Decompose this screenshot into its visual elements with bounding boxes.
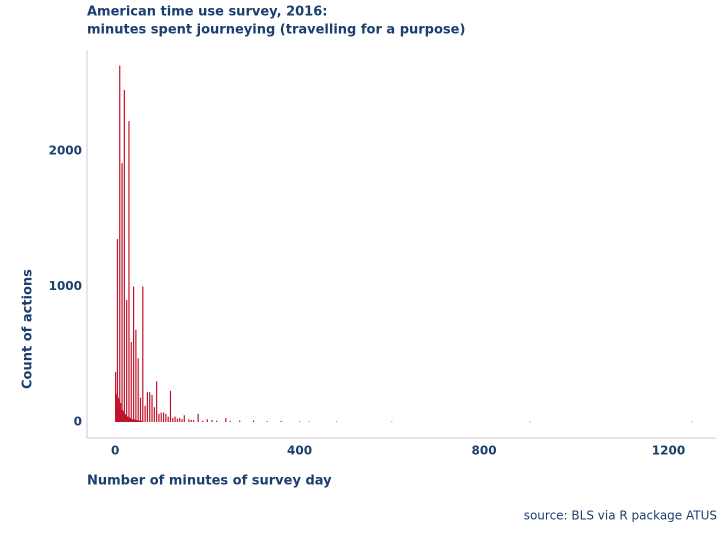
bar xyxy=(174,416,176,423)
x-tick-label: 1200 xyxy=(652,444,685,458)
bar xyxy=(132,286,135,423)
bar xyxy=(116,239,119,423)
x-tick-label: 400 xyxy=(287,444,312,458)
y-tick-label: 1000 xyxy=(49,279,82,293)
bar xyxy=(183,415,185,423)
bar xyxy=(165,413,167,423)
bar xyxy=(169,390,172,423)
x-axis-label: Number of minutes of survey day xyxy=(87,474,332,489)
bar xyxy=(126,300,128,423)
bar xyxy=(156,381,158,423)
bar xyxy=(160,412,162,423)
bar xyxy=(176,418,178,423)
bar xyxy=(135,329,137,423)
bar xyxy=(280,420,282,423)
bar xyxy=(130,342,132,423)
bar xyxy=(119,65,121,423)
bar xyxy=(206,419,208,423)
bar xyxy=(137,358,139,423)
bar xyxy=(123,89,125,423)
bar xyxy=(298,421,301,423)
bar xyxy=(239,420,241,423)
bar xyxy=(690,421,693,423)
bar xyxy=(158,413,160,423)
bar xyxy=(151,394,153,423)
bar xyxy=(202,420,204,423)
bar xyxy=(391,421,393,423)
x-tick-label: 800 xyxy=(472,444,497,458)
caption: source: BLS via R package ATUS xyxy=(524,509,717,523)
bar xyxy=(197,413,199,423)
bar xyxy=(308,421,310,423)
bar xyxy=(266,421,268,423)
bar xyxy=(192,419,195,423)
bar xyxy=(229,420,232,423)
bar xyxy=(128,121,130,423)
bar xyxy=(225,417,227,423)
y-axis-label: Count of actions xyxy=(21,269,36,389)
bar xyxy=(144,405,146,423)
bar xyxy=(167,416,169,423)
bar xyxy=(335,421,338,423)
bar xyxy=(146,392,149,423)
bar xyxy=(179,417,181,423)
bar xyxy=(181,419,183,423)
x-tick-label: 0 xyxy=(111,444,119,458)
bar xyxy=(139,397,142,423)
bar xyxy=(211,419,213,423)
bar xyxy=(215,420,218,423)
bar xyxy=(188,419,190,423)
y-tick-label: 0 xyxy=(74,415,82,429)
bar xyxy=(149,392,151,423)
bar xyxy=(121,163,123,423)
bar xyxy=(142,286,144,423)
y-tick-label: 2000 xyxy=(49,143,82,157)
bar xyxy=(190,419,192,423)
bar xyxy=(162,412,165,423)
bar xyxy=(153,407,155,423)
bar xyxy=(172,417,174,423)
bar xyxy=(529,421,531,423)
chart-subtitle: minutes spent journeying (travelling for… xyxy=(87,23,465,38)
bar xyxy=(252,420,255,423)
chart-title: American time use survey, 2016: xyxy=(87,5,327,20)
